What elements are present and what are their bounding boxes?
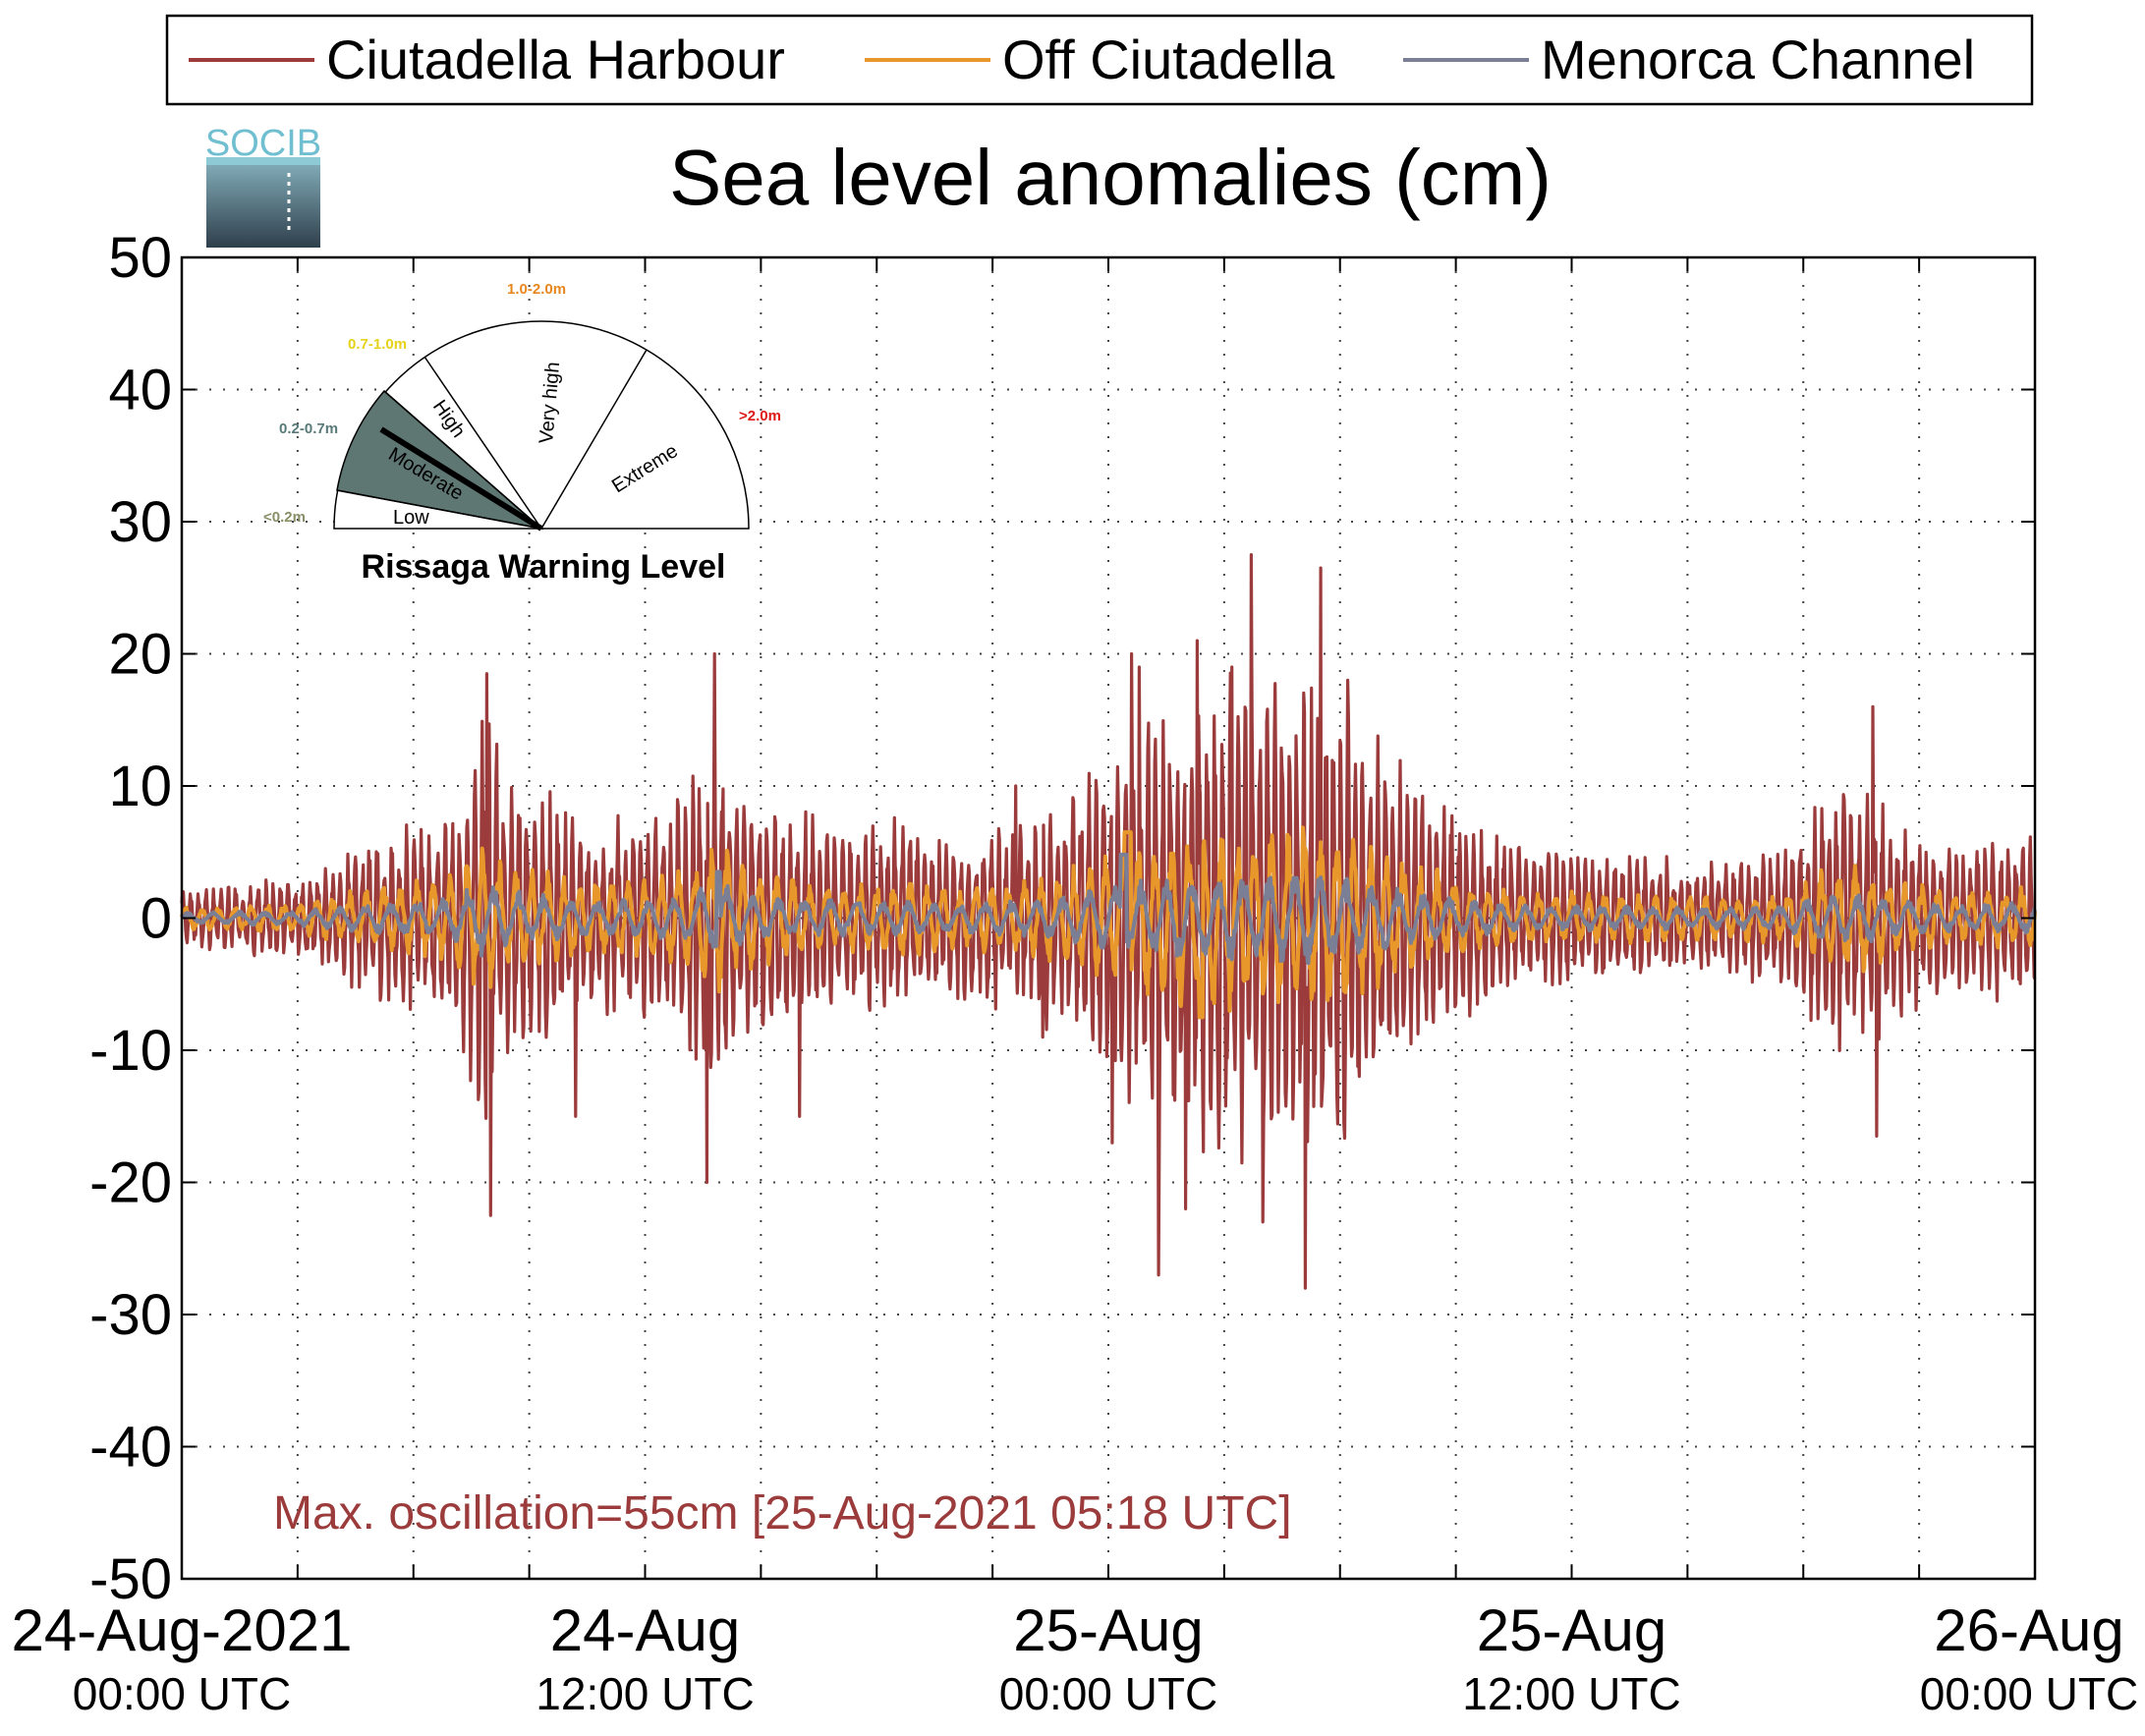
x-tick-label-date: 25-Aug — [1013, 1597, 1203, 1663]
x-tick-label-time: 12:00 UTC — [1462, 1668, 1680, 1719]
gauge-divider-moderate-high — [383, 390, 542, 530]
x-tick-label-time: 00:00 UTC — [73, 1668, 291, 1719]
y-tick-label: 0 — [141, 887, 172, 951]
y-tick-label: 40 — [108, 359, 172, 422]
gauge-range-high: 0.7-1.0m — [348, 336, 407, 353]
gauge-divider-high-veryhigh — [423, 356, 542, 530]
legend-label-off-ciutadella: Off Ciutadella — [1002, 28, 1335, 90]
gauge-range-extreme: >2.0m — [739, 408, 781, 424]
socib-logo-text: SOCIB — [205, 123, 321, 164]
chart-title: Sea level anomalies (cm) — [669, 134, 1552, 221]
gauge-title: Rissaga Warning Level — [362, 548, 726, 586]
y-tick-labels: -50 -40 -30 -20 -10 0 10 20 30 40 50 — [89, 226, 172, 1611]
x-tick-label-time: 00:00 UTC — [1920, 1668, 2138, 1719]
legend-box — [165, 14, 2034, 106]
series-line-ciutadella-harbour — [180, 552, 2037, 1290]
legend-label-ciutadella-harbour: Ciutadella Harbour — [326, 28, 785, 90]
socib-logo: SOCIB — [205, 123, 321, 248]
series-line-menorca-channel — [180, 852, 2037, 966]
gauge-sector-label-low: Low — [393, 507, 429, 529]
series-group — [180, 552, 2037, 1290]
y-tick-label: -30 — [89, 1283, 172, 1347]
y-tick-label: -10 — [89, 1019, 172, 1083]
max-oscillation-annotation: Max. oscillation=55cm [25-Aug-2021 05:18… — [273, 1487, 1292, 1540]
x-tick-label-time: 00:00 UTC — [999, 1668, 1217, 1719]
y-tick-label: 10 — [108, 755, 172, 818]
x-tick-label-date: 24-Aug — [550, 1597, 740, 1663]
tick-marks — [181, 256, 2036, 1580]
x-tick-label-date: 24-Aug-2021 — [12, 1597, 353, 1663]
gauge-needle — [379, 426, 543, 532]
legend: Ciutadella Harbour Off Ciutadella Menorc… — [165, 14, 2034, 106]
legend-label-menorca-channel: Menorca Channel — [1541, 28, 1975, 90]
y-tick-label: 50 — [108, 226, 172, 290]
y-tick-label: -20 — [89, 1151, 172, 1215]
y-tick-label: 20 — [108, 623, 172, 687]
gauge-range-low: <0.2m — [263, 509, 306, 526]
x-tick-label-date: 25-Aug — [1477, 1597, 1666, 1663]
x-tick-label-date: 26-Aug — [1934, 1597, 2123, 1663]
gauge-divider-veryhigh-extreme — [540, 349, 648, 530]
gauge-range-very-high: 1.0-2.0m — [507, 281, 566, 298]
y-tick-label: -50 — [89, 1547, 172, 1611]
gauge-divider-low-moderate — [336, 489, 542, 530]
y-tick-label: -40 — [89, 1416, 172, 1480]
gauge-range-moderate: 0.2-0.7m — [279, 420, 338, 437]
rissaga-warning-gauge: Low Moderate High Very high Extreme <0.2… — [263, 281, 781, 586]
x-tick-label-time: 12:00 UTC — [536, 1668, 754, 1719]
y-tick-label: 30 — [108, 490, 172, 554]
